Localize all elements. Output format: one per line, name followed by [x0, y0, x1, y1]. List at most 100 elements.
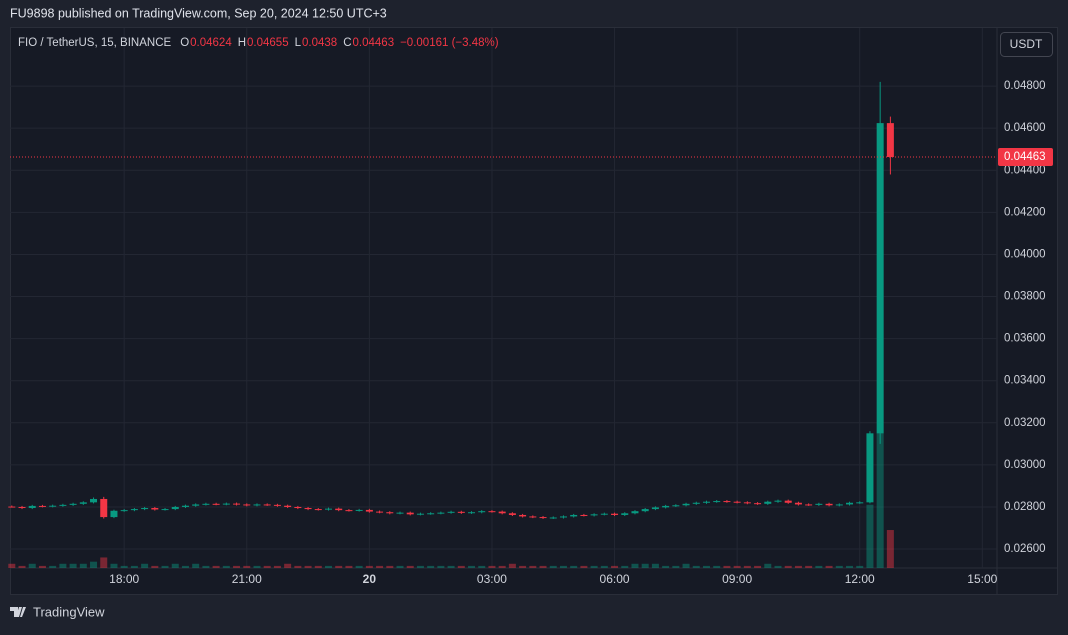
volume-bar — [304, 565, 312, 568]
volume-bar — [866, 504, 874, 568]
candle-body — [18, 506, 26, 509]
candle-body — [120, 510, 128, 512]
candle-body — [212, 503, 220, 505]
volume-bar — [38, 565, 46, 568]
volume-bar — [212, 565, 220, 568]
volume-bar — [18, 565, 26, 568]
volume-bar — [856, 565, 864, 568]
candle-body — [590, 514, 598, 516]
volume-bar — [631, 563, 639, 568]
x-tick-label: 15:00 — [967, 572, 997, 586]
volume-bar — [805, 565, 813, 568]
candle-body — [621, 513, 629, 515]
y-tick-label: 0.04000 — [1004, 248, 1046, 260]
candle-body — [396, 512, 404, 514]
candle-body — [559, 516, 567, 518]
volume-bar — [161, 565, 169, 568]
volume-bar — [222, 565, 230, 568]
candle-body — [498, 511, 506, 514]
candle-body — [110, 510, 118, 518]
volume-bar — [335, 565, 343, 568]
candle-body — [794, 502, 802, 505]
volume-bar — [611, 565, 619, 568]
candle-body — [764, 501, 772, 504]
candle-body — [570, 514, 578, 517]
y-tick-label: 0.03200 — [1004, 417, 1046, 429]
volume-bar — [672, 565, 680, 568]
volume-bar — [233, 565, 241, 568]
volume-bar — [386, 565, 394, 568]
candle-body — [355, 509, 363, 511]
volume-bar — [754, 565, 762, 568]
volume-bar — [8, 563, 16, 568]
y-tick-label: 0.04600 — [1004, 122, 1046, 134]
legend-text: −0.00161 (−3.48%) — [400, 37, 499, 49]
volume-bar — [90, 561, 98, 568]
y-tick-label: 0.04800 — [1004, 80, 1046, 92]
x-tick-label: 06:00 — [600, 572, 630, 586]
volume-bar — [253, 565, 261, 568]
legend-text: 0.04624 — [190, 37, 232, 49]
candle-body — [774, 500, 782, 502]
x-tick-label: 03:00 — [477, 572, 507, 586]
volume-bar — [559, 565, 567, 568]
candle-body — [468, 512, 476, 514]
y-tick-label: 0.03800 — [1004, 291, 1046, 303]
volume-bar — [641, 563, 649, 568]
currency-button[interactable] — [1000, 32, 1053, 57]
y-tick-label: 0.03600 — [1004, 333, 1046, 345]
volume-bar — [355, 565, 363, 568]
volume-bar — [284, 563, 292, 568]
volume-bar — [621, 565, 629, 568]
currency[interactable]: USDT — [1010, 37, 1043, 51]
volume-bar — [846, 565, 854, 568]
legend: FIO / TetherUS, 15, BINANCE O 0.04624 H 0.04… — [18, 37, 499, 49]
candle-body — [304, 508, 312, 510]
candle-body — [600, 513, 608, 515]
candle-body — [702, 501, 710, 503]
candle-body — [692, 502, 700, 504]
candle-body — [314, 509, 322, 511]
volume-bar — [539, 565, 547, 568]
volume-bar — [692, 565, 700, 568]
publisher: FU9898 published on TradingView.com, Sep… — [10, 6, 387, 20]
candle-body — [713, 501, 721, 503]
candle-body — [519, 514, 527, 517]
candle-body — [181, 505, 189, 507]
candle-body — [69, 503, 77, 505]
candle-body — [171, 506, 179, 510]
y-tick-label: 0.04200 — [1004, 206, 1046, 218]
volume-bar — [314, 565, 322, 568]
volume-bar — [151, 565, 159, 568]
volume-bar — [243, 565, 251, 568]
volume-bar — [549, 565, 557, 568]
x-tick-label: 18:00 — [109, 572, 139, 586]
candle-body — [754, 503, 762, 505]
candle-body — [90, 498, 98, 503]
volume-bar — [468, 565, 476, 568]
candle-body — [611, 513, 619, 515]
y-tick-label: 0.02800 — [1004, 501, 1046, 513]
legend-text: 0.04655 — [247, 37, 289, 49]
volume-bar — [427, 565, 435, 568]
candle-body — [529, 516, 537, 518]
y-tick-label: 0.03000 — [1004, 459, 1046, 471]
volume-bar — [28, 563, 36, 568]
candle-body — [784, 500, 792, 503]
candle-body — [263, 504, 271, 506]
legend-text: 0.0438 — [302, 37, 337, 49]
volume-bar — [713, 565, 721, 568]
volume-bar — [365, 565, 373, 568]
candle-body — [324, 508, 332, 510]
volume-bar — [324, 565, 332, 568]
volume-bar — [835, 565, 843, 568]
candle-body — [59, 504, 67, 506]
volume-bar — [181, 565, 189, 568]
candle-body — [743, 502, 751, 504]
volume-bar — [110, 563, 118, 568]
volume-bar — [600, 565, 608, 568]
candle-body — [222, 503, 230, 505]
candle-body — [682, 503, 690, 506]
candle-body — [38, 505, 46, 507]
